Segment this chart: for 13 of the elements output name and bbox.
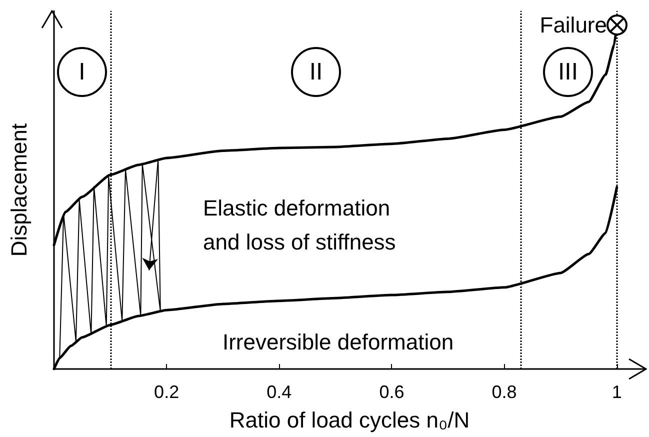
x-axis-title: Ratio of load cycles n₀/N [229, 408, 470, 432]
x-tick-label: 0.4 [266, 382, 292, 402]
x-tick-label: 1 [612, 382, 622, 402]
annotation: II [309, 58, 323, 86]
x-tick-label: 0.2 [154, 382, 180, 402]
x-tick-label: 0.8 [492, 382, 517, 402]
annotation: I [78, 58, 86, 86]
annotation: III [558, 58, 578, 86]
x-tick-label: 0.6 [379, 382, 404, 402]
y-axis-title: Displacement [6, 123, 32, 257]
annotation: Irreversible deformation [222, 330, 454, 354]
annotation: Elastic deformation and loss of stiffness [203, 196, 396, 254]
annotation: Failure [540, 12, 607, 38]
